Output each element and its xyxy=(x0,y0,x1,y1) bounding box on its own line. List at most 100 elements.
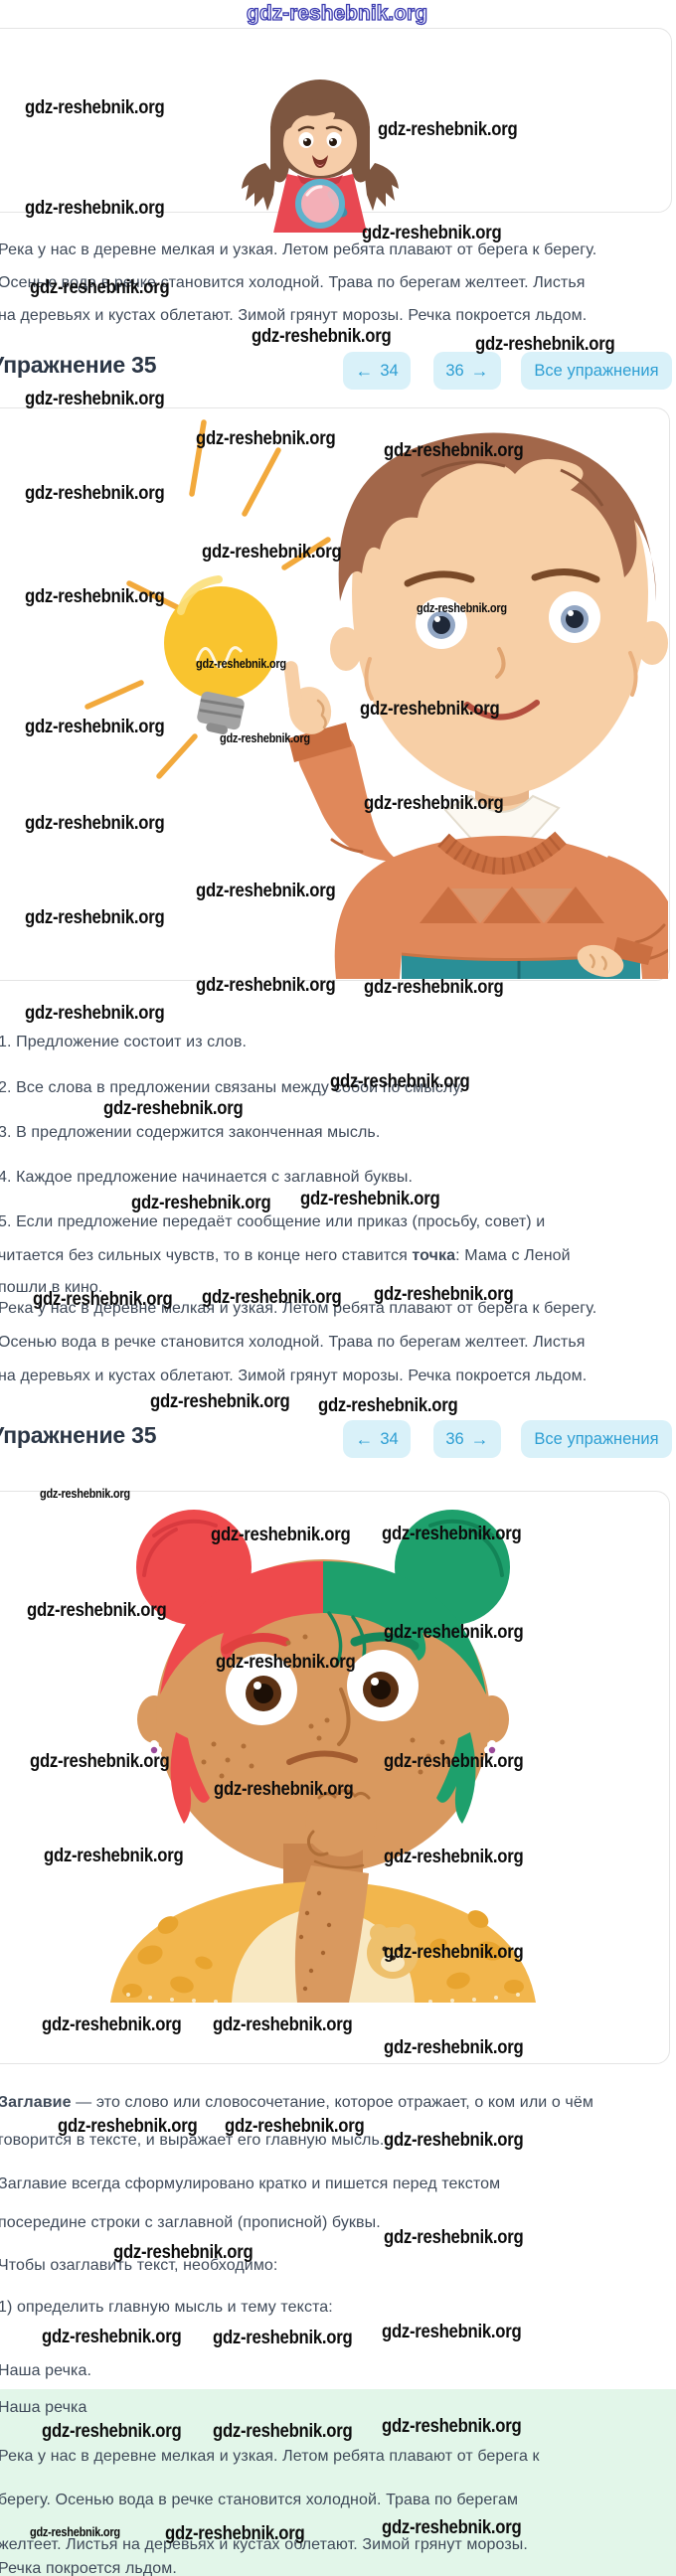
prev-exercise-button[interactable]: ← 34 xyxy=(343,352,411,390)
lightbulb-rays xyxy=(84,419,331,779)
watermark-text: gdz-reshebnik.org xyxy=(382,2322,522,2342)
watermark-text: gdz-reshebnik.org xyxy=(362,223,502,243)
freckles xyxy=(201,1634,451,1779)
watermark-text: gdz-reshebnik.org xyxy=(25,813,165,834)
heading-rule-5: Чтобы озаглавить текст, необходимо: xyxy=(0,2257,278,2274)
prev-exercise-number: 34 xyxy=(380,1429,399,1448)
rule-1: 1. Предложение состоит из слов. xyxy=(0,1034,248,1050)
repeat-line-2: Осенью вода в речке становится холодной.… xyxy=(0,1334,586,1351)
watermark-text: gdz-reshebnik.org xyxy=(213,2014,353,2035)
watermark-text: gdz-reshebnik.org xyxy=(211,1525,351,1545)
heading-rule-1-bold: Заглавие xyxy=(0,2094,72,2111)
heading-rule-2: говорится в тексте, и выражает его главн… xyxy=(0,2132,385,2149)
watermark-text: gdz-reshebnik.org xyxy=(150,1391,290,1412)
heading-rule-6: 1) определить главную мысль и тему текст… xyxy=(0,2299,333,2316)
repeat-line-1: Река у нас в деревне мелкая и узкая. Лет… xyxy=(0,1300,597,1317)
watermark-text: gdz-reshebnik.org xyxy=(42,2014,182,2035)
watermark-text: gdz-reshebnik.org xyxy=(25,586,165,607)
watermark-text: gdz-reshebnik.org xyxy=(384,2037,524,2058)
watermark-text: gdz-reshebnik.org xyxy=(196,428,336,449)
watermark-text: gdz-reshebnik.org xyxy=(384,1622,524,1643)
watermark-text: gdz-reshebnik.org xyxy=(384,1942,524,1963)
watermark-text: gdz-reshebnik.org xyxy=(25,717,165,737)
watermark-text: gdz-reshebnik.org xyxy=(25,198,165,219)
watermark-text: gdz-reshebnik.org xyxy=(364,977,504,998)
watermark-text: gdz-reshebnik.org xyxy=(131,1193,271,1213)
heading-rule-4: посередине строки с заглавной (прописной… xyxy=(0,2214,381,2231)
watermark-text: gdz-reshebnik.org xyxy=(384,2227,524,2248)
watermark-text: gdz-reshebnik.org xyxy=(196,975,336,996)
heading-rule-1-rest: — это слово или словосочетание, которое … xyxy=(71,2094,593,2111)
arrow-left-icon: ← xyxy=(355,361,374,381)
all-exercises-label: Все упражнения xyxy=(534,1429,659,1448)
hem-dots xyxy=(126,1993,520,2003)
watermark-text: gdz-reshebnik.org xyxy=(384,1751,524,1772)
watermark-text: gdz-reshebnik.org xyxy=(42,2421,182,2442)
watermark-text: gdz-reshebnik.org xyxy=(30,2525,120,2539)
watermark-text: gdz-reshebnik.org xyxy=(382,1524,522,1544)
watermark-text: gdz-reshebnik.org xyxy=(252,326,392,347)
intro-line-1: Река у нас в деревне мелкая и узкая. Лет… xyxy=(0,242,597,258)
watermark-text: gdz-reshebnik.org xyxy=(33,1289,173,1310)
watermark-text: gdz-reshebnik.org xyxy=(58,2116,198,2137)
watermark-text: gdz-reshebnik.org xyxy=(103,1098,244,1119)
next-exercise-button-2[interactable]: 36 → xyxy=(433,1420,501,1458)
intro-line-3: на деревьях и кустах облетают. Зимой гря… xyxy=(0,307,588,324)
next-exercise-number: 36 xyxy=(445,361,464,380)
rule-5-line-1: 5. Если предложение передаёт сообщение и… xyxy=(0,1213,546,1230)
watermark-text: gdz-reshebnik.org xyxy=(25,907,165,928)
watermark-text: gdz-reshebnik.org xyxy=(25,1003,165,1024)
watermark-text: gdz-reshebnik.org xyxy=(214,1779,354,1800)
watermark-text: gdz-reshebnik.org xyxy=(213,2421,353,2442)
watermark-text: gdz-reshebnik.org xyxy=(202,542,342,563)
next-exercise-button[interactable]: 36 → xyxy=(433,352,501,390)
prev-exercise-number: 34 xyxy=(380,361,399,380)
watermark-text: gdz-reshebnik.org xyxy=(384,1847,524,1867)
thinking-girl-illustration xyxy=(84,1496,562,2003)
watermark-text: gdz-reshebnik.org xyxy=(196,881,336,901)
answer-title: Наша речка xyxy=(0,2399,87,2416)
answer-box xyxy=(0,2389,676,2576)
exercise-title-2: Упражнение 35 xyxy=(0,1422,157,1448)
watermark-text: gdz-reshebnik.org xyxy=(196,657,286,671)
arrow-left-icon: ← xyxy=(355,1429,374,1449)
all-exercises-button-2[interactable]: Все упражнения xyxy=(521,1420,672,1458)
arrow-right-icon: → xyxy=(470,361,489,381)
rule-2: 2. Все слова в предложении связаны между… xyxy=(0,1079,464,1096)
rule-5-line-2: читается без сильных чувств, то в конце … xyxy=(0,1247,571,1265)
answer-line-1: Река у нас в деревне мелкая и узкая. Лет… xyxy=(0,2448,540,2465)
all-exercises-button[interactable]: Все упражнения xyxy=(521,352,672,390)
rule-5-line-2-bold: точка xyxy=(412,1247,456,1264)
watermark-text: gdz-reshebnik.org xyxy=(165,2523,305,2544)
watermark-text: gdz-reshebnik.org xyxy=(27,1600,167,1621)
watermark-text: gdz-reshebnik.org xyxy=(113,2242,254,2263)
rule-5-line-2-post: : Мама с Леной xyxy=(455,1247,571,1264)
watermark-text: gdz-reshebnik.org xyxy=(202,1287,342,1308)
girl-magnifier-illustration xyxy=(236,72,405,236)
watermark-text: gdz-reshebnik.org xyxy=(364,793,504,814)
site-watermark-top: gdz-reshebnik.org xyxy=(246,1,428,25)
watermark-text: gdz-reshebnik.org xyxy=(44,1846,184,1866)
leopard-spots xyxy=(122,1910,524,1998)
title-answer-line: Наша речка. xyxy=(0,2362,92,2379)
watermark-text: gdz-reshebnik.org xyxy=(378,119,518,140)
watermark-text: gdz-reshebnik.org xyxy=(225,2116,365,2137)
watermark-text: gdz-reshebnik.org xyxy=(374,1284,514,1305)
heading-rule-1: Заглавие — это слово или словосочетание,… xyxy=(0,2094,593,2112)
next-exercise-number: 36 xyxy=(445,1429,464,1448)
watermark-text: gdz-reshebnik.org xyxy=(25,389,165,409)
rule-4: 4. Каждое предложение начинается с загла… xyxy=(0,1169,414,1186)
answer-line-3: желтеет. Листья на деревьях и кустах обл… xyxy=(0,2536,528,2553)
arrow-right-icon: → xyxy=(470,1429,489,1449)
watermark-text: gdz-reshebnik.org xyxy=(475,334,615,355)
watermark-text: gdz-reshebnik.org xyxy=(25,97,165,118)
watermark-text: gdz-reshebnik.org xyxy=(300,1189,440,1209)
watermark-text: gdz-reshebnik.org xyxy=(25,483,165,504)
watermark-text: gdz-reshebnik.org xyxy=(330,1071,470,1092)
watermark-text: gdz-reshebnik.org xyxy=(40,1487,130,1501)
boy-idea-illustration xyxy=(72,412,668,979)
rule-3: 3. В предложении содержится законченная … xyxy=(0,1124,381,1141)
watermark-text: gdz-reshebnik.org xyxy=(318,1395,458,1416)
exercise-title: Упражнение 35 xyxy=(0,352,157,378)
prev-exercise-button-2[interactable]: ← 34 xyxy=(343,1420,411,1458)
